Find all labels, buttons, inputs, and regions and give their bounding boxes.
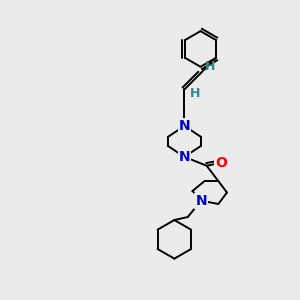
Text: H: H <box>190 87 200 100</box>
Text: N: N <box>178 150 190 164</box>
Text: N: N <box>195 194 207 208</box>
Text: H: H <box>205 60 215 73</box>
Text: O: O <box>215 156 227 170</box>
Text: N: N <box>178 119 190 133</box>
